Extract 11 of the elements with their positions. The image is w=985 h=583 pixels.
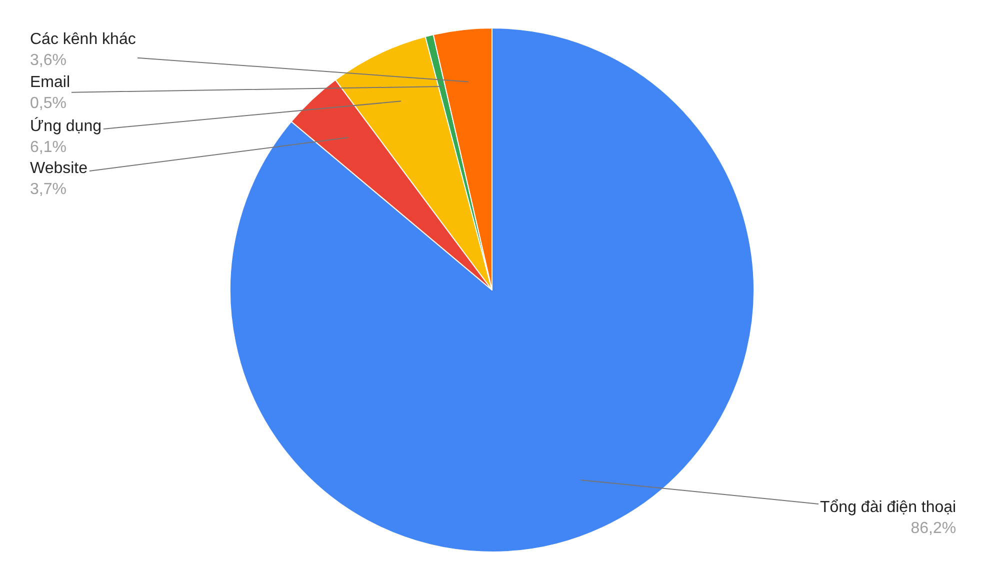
data-label: 3,6% (30, 52, 66, 69)
pie-slice (230, 28, 754, 552)
slice-label: Các kênh khác (30, 31, 136, 48)
data-label: 3,7% (30, 180, 66, 198)
slice-label: Website (30, 160, 88, 177)
slice-label: Ứng dụng (30, 117, 102, 135)
slice-label: Email (30, 74, 70, 91)
data-label: 0,5% (30, 94, 66, 112)
slice-label: Tổng đài điện thoại (820, 499, 956, 516)
data-label: 6,1% (30, 138, 66, 156)
data-label: 86,2% (910, 520, 956, 537)
